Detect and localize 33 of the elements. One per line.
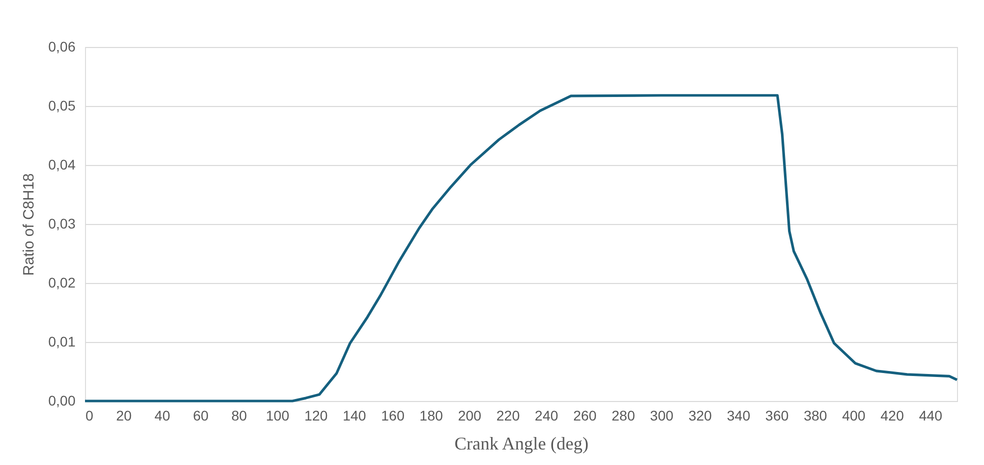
x-tick-label: 440 <box>918 408 943 424</box>
x-tick-label: 40 <box>154 408 170 424</box>
x-tick-label: 260 <box>573 408 597 424</box>
x-tick-label: 420 <box>880 408 904 424</box>
y-axis-title: Ratio of C8H18 <box>20 173 38 276</box>
x-tick-label: 220 <box>496 408 520 424</box>
x-tick-label: 360 <box>765 408 789 424</box>
x-tick-label: 60 <box>192 408 209 424</box>
y-tick-label: 0,01 <box>48 334 76 350</box>
x-tick-label: 300 <box>650 408 674 424</box>
x-tick-label: 340 <box>726 408 750 424</box>
y-tick-label: 0,02 <box>48 274 76 290</box>
x-tick-label: 120 <box>304 408 328 424</box>
y-tick-label: 0,04 <box>48 156 76 172</box>
line-series <box>84 94 958 402</box>
y-tick-label: 0,03 <box>48 216 76 232</box>
x-tick-label: 80 <box>231 408 248 424</box>
y-tick-label: 0,05 <box>48 98 76 114</box>
x-tick-label: 380 <box>804 408 828 424</box>
x-tick-label: 280 <box>612 408 636 424</box>
x-tick-label: 140 <box>342 408 366 424</box>
x-tick-label: 160 <box>381 408 405 424</box>
x-tick-label: 0 <box>86 408 94 424</box>
x-tick-label: 200 <box>458 408 482 424</box>
x-tick-label: 20 <box>116 408 132 424</box>
x-tick-label: 240 <box>534 408 558 424</box>
x-tick-label: 100 <box>266 408 290 424</box>
x-tick-label: 320 <box>688 408 712 424</box>
y-tick-label: 0,06 <box>48 38 76 54</box>
x-tick-label: 400 <box>842 408 866 424</box>
x-tick-label: 180 <box>420 408 444 424</box>
y-tick-label: 0,00 <box>48 392 76 408</box>
x-axis-title: Crank Angle (deg) <box>454 434 588 454</box>
